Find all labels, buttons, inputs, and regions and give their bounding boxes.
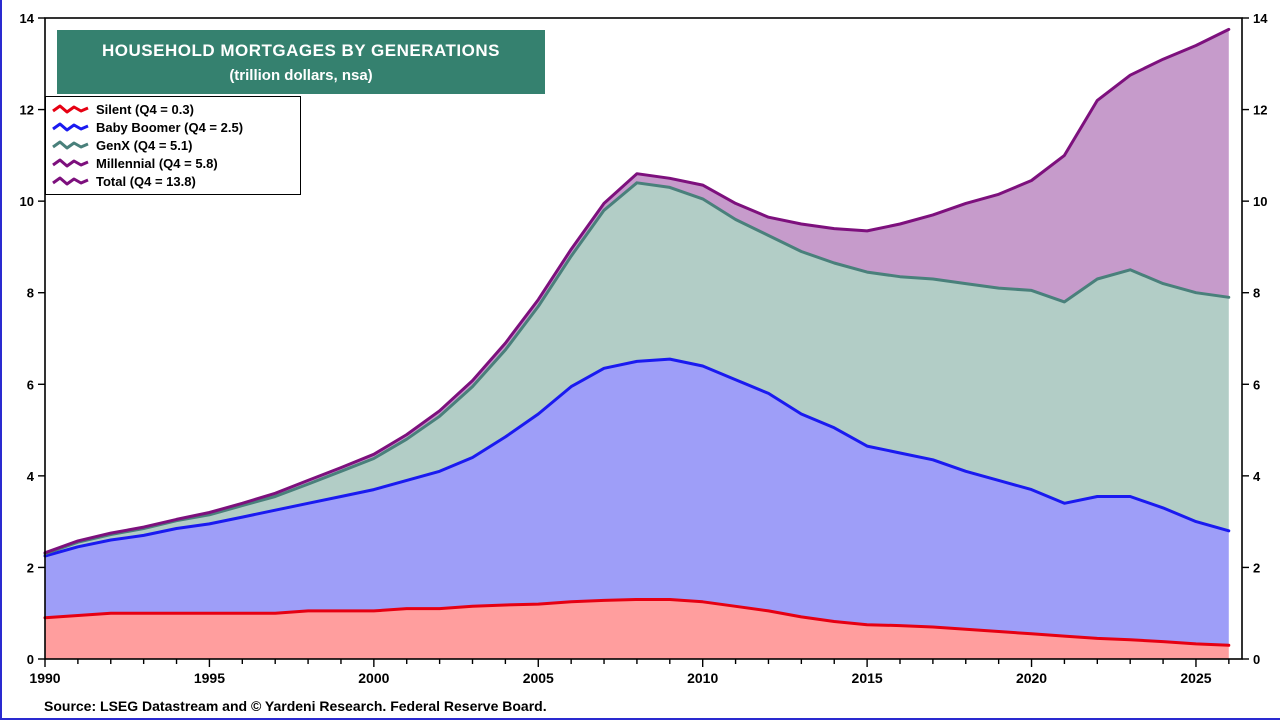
source-note: Source: LSEG Datastream and © Yardeni Re… — [44, 698, 547, 714]
y-axis-label-left: 12 — [20, 103, 34, 118]
legend-item-millennial: Millennial (Q4 = 5.8) — [52, 154, 294, 172]
y-axis-label-left: 10 — [20, 194, 34, 209]
window-edge-bottom — [0, 718, 1280, 720]
y-axis-label-right: 0 — [1253, 652, 1260, 667]
x-axis-label: 1990 — [29, 670, 60, 686]
legend-line-sample — [52, 104, 89, 114]
legend-label: GenX (Q4 = 5.1) — [96, 137, 193, 153]
chart-subtitle: (trillion dollars, nsa) — [229, 66, 373, 84]
plot-frame — [44, 17, 1243, 660]
legend: Silent (Q4 = 0.3) Baby Boomer (Q4 = 2.5) G… — [45, 96, 301, 195]
area-band-silent — [45, 599, 1229, 659]
y-axis-label-left: 6 — [27, 377, 34, 392]
x-axis-label: 2000 — [358, 670, 389, 686]
x-axis-label: 2020 — [1016, 670, 1047, 686]
series-line-silent — [43, 598, 1231, 647]
chart-title-banner: HOUSEHOLD MORTGAGES BY GENERATIONS (tril… — [57, 30, 545, 94]
y-axis-label-left: 4 — [27, 469, 35, 484]
legend-line-sample — [52, 122, 89, 132]
legend-line-sample — [52, 140, 89, 150]
y-axis-label-left: 8 — [27, 286, 34, 301]
y-axis-label-right: 8 — [1253, 286, 1260, 301]
x-axis-label: 2010 — [687, 670, 718, 686]
legend-item-total: Total (Q4 = 13.8) — [52, 172, 294, 190]
y-axis-label-left: 0 — [27, 652, 34, 667]
legend-line-sample — [52, 158, 89, 168]
y-axis-label-right: 12 — [1253, 103, 1267, 118]
legend-label: Silent (Q4 = 0.3) — [96, 101, 194, 117]
y-axis-label-left: 14 — [20, 11, 35, 26]
chart-title: HOUSEHOLD MORTGAGES BY GENERATIONS — [102, 40, 500, 60]
y-axis-label-right: 4 — [1253, 469, 1261, 484]
window-edge-left — [0, 0, 2, 720]
y-axis-label-right: 14 — [1253, 11, 1268, 26]
legend-item-silent: Silent (Q4 = 0.3) — [52, 100, 294, 118]
y-axis-label-right: 2 — [1253, 560, 1260, 575]
y-axis-label-right: 10 — [1253, 194, 1267, 209]
series-line-millennial — [43, 27, 1231, 555]
legend-item-genx: GenX (Q4 = 5.1) — [52, 136, 294, 154]
area-band-baby-boomer — [45, 359, 1229, 646]
legend-line-sample — [52, 176, 89, 186]
area-band-genx — [45, 182, 1229, 557]
x-axis-label: 1995 — [194, 670, 225, 686]
x-axis-label: 2015 — [852, 670, 883, 686]
legend-item-baby-boomer: Baby Boomer (Q4 = 2.5) — [52, 118, 294, 136]
y-axis-label-left: 2 — [27, 560, 34, 575]
series-line-baby-boomer — [43, 357, 1231, 558]
x-axis-label: 2025 — [1180, 670, 1211, 686]
legend-label: Total (Q4 = 13.8) — [96, 173, 196, 189]
legend-label: Baby Boomer (Q4 = 2.5) — [96, 119, 244, 135]
x-axis-label: 2005 — [523, 670, 554, 686]
legend-label: Millennial (Q4 = 5.8) — [96, 155, 218, 171]
y-axis-label-right: 6 — [1253, 377, 1260, 392]
series-line-genx — [43, 181, 1231, 556]
